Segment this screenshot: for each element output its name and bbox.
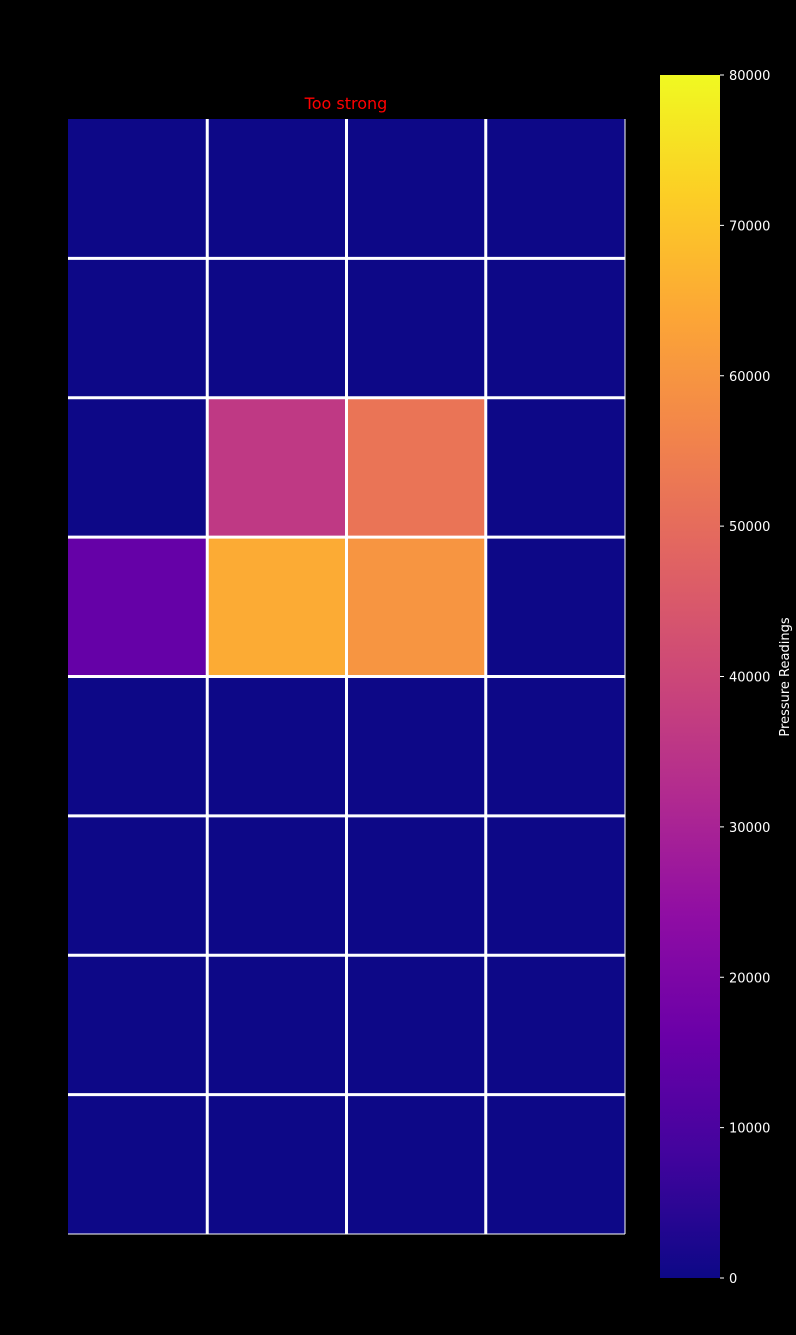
heatmap-cell-r0-c3 — [485, 119, 625, 259]
colorbar-tick-label: 50000 — [729, 520, 770, 535]
heatmap-cell-r5-c3 — [485, 815, 625, 956]
heatmap-cell-r6-c3 — [485, 955, 625, 1095]
heatmap-cell-r1-c1 — [207, 258, 347, 398]
heatmap-cell-r5-c2 — [346, 815, 486, 956]
heatmap-cell-r4-c3 — [485, 676, 625, 816]
colorbar-tick-label: 40000 — [729, 671, 770, 686]
colorbar-tick-label: 10000 — [729, 1122, 770, 1137]
colorbar-tick-label: 20000 — [729, 971, 770, 986]
colorbar-tick-label: 30000 — [729, 821, 770, 836]
heatmap-cell-r5-c1 — [207, 815, 347, 956]
colorbar-tick-label: 0 — [729, 1272, 737, 1287]
heatmap-cell-r7-c1 — [207, 1094, 347, 1234]
heatmap-cell-r2-c2 — [346, 397, 486, 538]
heatmap-cell-r2-c1 — [207, 397, 347, 538]
colorbar-label: Pressure Readings — [778, 617, 793, 736]
heatmap-cell-r7-c3 — [485, 1094, 625, 1234]
heatmap-cell-r3-c0 — [68, 537, 208, 677]
heatmap-cell-r6-c2 — [346, 955, 486, 1095]
heatmap-cell-r1-c0 — [68, 258, 208, 398]
colorbar-tick-label: 70000 — [729, 219, 770, 234]
heatmap-cell-r4-c0 — [68, 676, 208, 816]
colorbar — [660, 75, 720, 1278]
heatmap-cell-r4-c1 — [207, 676, 347, 816]
heatmap-cell-r0-c0 — [68, 119, 208, 259]
heatmap-cell-r7-c0 — [68, 1094, 208, 1234]
heatmap-cell-r3-c1 — [207, 537, 347, 677]
heatmap-cell-r6-c1 — [207, 955, 347, 1095]
heatmap-cell-r3-c2 — [346, 537, 486, 677]
heatmap-cell-r3-c3 — [485, 537, 625, 677]
heatmap-cells — [68, 119, 625, 1234]
heatmap-cell-r7-c2 — [346, 1094, 486, 1234]
heatmap-cell-r2-c0 — [68, 397, 208, 538]
heatmap-cell-r2-c3 — [485, 397, 625, 538]
heatmap-cell-r6-c0 — [68, 955, 208, 1095]
heatmap-cell-r0-c2 — [346, 119, 486, 259]
colorbar-tick-label: 80000 — [729, 69, 770, 84]
heatmap-cell-r5-c0 — [68, 815, 208, 956]
heatmap-grid-lines — [68, 119, 626, 1235]
colorbar-ticks: 0 10000 20000 30000 40000 50000 60000 70000 8000… — [720, 69, 770, 1287]
heatmap-cell-r1-c2 — [346, 258, 486, 398]
colorbar-tick-label: 60000 — [729, 370, 770, 385]
chart-title: Too strong — [304, 94, 388, 113]
heatmap-cell-r4-c2 — [346, 676, 486, 816]
heatmap-cell-r1-c3 — [485, 258, 625, 398]
heatmap-cell-r0-c1 — [207, 119, 347, 259]
